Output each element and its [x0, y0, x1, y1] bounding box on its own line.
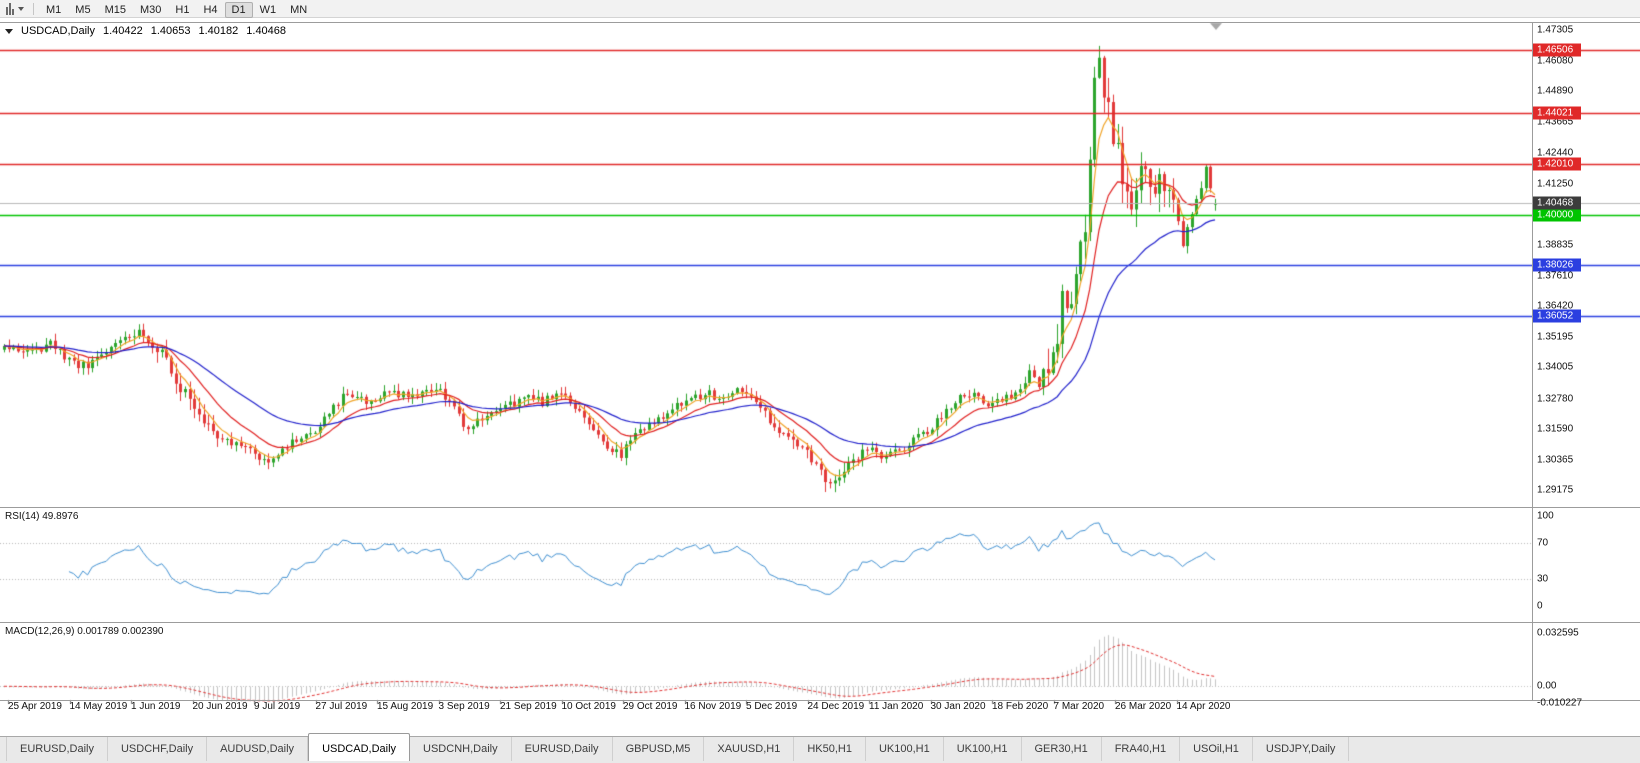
toolbar-separator: [33, 2, 34, 15]
price-scale-label: 1.30365: [1537, 454, 1574, 466]
chart-tab-usdcnh-daily[interactable]: USDCNH,Daily: [410, 737, 512, 761]
macd-scale-label: 0.00: [1537, 680, 1557, 692]
chart-tab-usdchf-daily[interactable]: USDCHF,Daily: [108, 737, 208, 761]
rsi-scale-label: 70: [1537, 537, 1549, 549]
period-button-m15[interactable]: M15: [104, 3, 126, 16]
period-button-h1[interactable]: H1: [175, 3, 190, 16]
low-value: 1.40182: [198, 25, 239, 37]
chart-top-border: [0, 22, 1640, 23]
date-axis-label: 10 Oct 2019: [561, 701, 616, 712]
current-price-badge: 1.40468: [1533, 196, 1581, 210]
period-button-h4[interactable]: H4: [203, 3, 218, 16]
high-value: 1.40653: [150, 25, 191, 37]
period-button-m5[interactable]: M5: [75, 3, 91, 16]
rsi-scale-label: 100: [1537, 510, 1554, 522]
date-axis-label: 21 Sep 2019: [500, 701, 557, 712]
date-axis-label: 18 Feb 2020: [992, 701, 1049, 712]
price-scale-label: 1.35195: [1537, 331, 1574, 343]
price-scale-label: 1.47305: [1537, 24, 1574, 36]
chart-tab-gbpusd-m5[interactable]: GBPUSD,M5: [613, 737, 705, 761]
date-axis-label: 14 May 2019: [69, 701, 128, 712]
chart-menu-caret-icon[interactable]: [18, 6, 24, 11]
support-2-price-badge[interactable]: 1.36052: [1533, 309, 1581, 322]
price-axis-border: [1532, 22, 1533, 701]
price-scale-label: 1.37610: [1537, 270, 1574, 282]
macd-scale-label: -0.010227: [1537, 697, 1583, 709]
chart-tab-audusd-daily[interactable]: AUDUSD,Daily: [207, 737, 309, 761]
chart-tab-usoil-h1[interactable]: USOil,H1: [1180, 737, 1253, 761]
date-axis-label: 14 Apr 2020: [1176, 701, 1231, 712]
round-level-price-badge[interactable]: 1.40000: [1533, 208, 1581, 222]
price-scale-label: 1.31590: [1537, 423, 1574, 435]
price-scale-label: 1.46080: [1537, 55, 1574, 67]
date-axis-label: 30 Jan 2020: [930, 701, 986, 712]
pane-separator-macd[interactable]: [0, 622, 1640, 623]
date-axis-label: 11 Jan 2020: [869, 701, 924, 712]
period-button-m1[interactable]: M1: [46, 3, 62, 16]
pane-separator-rsi[interactable]: [0, 507, 1640, 508]
rsi-label: RSI(14) 49.8976: [5, 511, 79, 522]
chart-tab-eurusd-daily[interactable]: EURUSD,Daily: [512, 737, 613, 761]
timeframe-toolbar: M1 M5 M15 M30 H1 H4 D1 W1 MN: [0, 0, 1640, 18]
chart-bottom-border: [0, 700, 1640, 701]
ohlc-info: USDCAD,Daily 1.40422 1.40653 1.40182 1.4…: [5, 25, 286, 37]
symbol-label: USDCAD,Daily: [21, 25, 95, 37]
price-scale-label: 1.34005: [1537, 361, 1574, 373]
price-scale-label: 1.38835: [1537, 239, 1574, 251]
chart-tab-eurusd-daily[interactable]: EURUSD,Daily: [6, 737, 108, 761]
price-scale-label: 1.42440: [1537, 147, 1574, 159]
price-scale-label: 1.44890: [1537, 85, 1574, 97]
chart-tab-uk100-h1[interactable]: UK100,H1: [866, 737, 944, 761]
date-axis-label: 16 Nov 2019: [684, 701, 742, 712]
resistance-3-price-badge[interactable]: 1.42010: [1533, 157, 1581, 171]
price-scale-label: 1.41250: [1537, 178, 1574, 190]
chart-tab-ger30-h1[interactable]: GER30,H1: [1022, 737, 1102, 761]
date-axis-label: 27 Jul 2019: [315, 701, 368, 712]
resistance-2-price-badge[interactable]: 1.44021: [1533, 106, 1581, 120]
chart-tab-fra40-h1[interactable]: FRA40,H1: [1102, 737, 1181, 761]
date-axis-label: 29 Oct 2019: [623, 701, 678, 712]
open-value: 1.40422: [102, 25, 143, 37]
chart-tabs-bar: EURUSD,Daily USDCHF,Daily AUDUSD,Daily USDC…: [0, 733, 1640, 763]
support-1-price-badge[interactable]: 1.38026: [1533, 258, 1581, 272]
period-button-d1[interactable]: D1: [224, 1, 253, 18]
chart-tab-usdcad-daily[interactable]: USDCAD,Daily: [308, 733, 411, 761]
price-scale-label: 1.32780: [1537, 393, 1574, 405]
chart-tab-usdjpy-daily[interactable]: USDJPY,Daily: [1253, 737, 1350, 761]
period-button-m30[interactable]: M30: [139, 3, 162, 16]
rsi-scale-label: 30: [1537, 573, 1549, 585]
resistance-1-price-badge[interactable]: 1.46506: [1533, 43, 1581, 57]
date-axis-label: 5 Dec 2019: [746, 701, 798, 712]
chart-tab-hk50-h1[interactable]: HK50,H1: [794, 737, 866, 761]
period-button-group: M1 M5 M15 M30 H1 H4 D1 W1 MN: [39, 0, 314, 18]
price-scale-label: 1.43665: [1537, 116, 1574, 128]
chart-tab-uk100-h1[interactable]: UK100,H1: [944, 737, 1022, 761]
candlestick-chart-icon[interactable]: [3, 2, 17, 15]
period-button-w1[interactable]: W1: [259, 3, 277, 16]
close-value: 1.40468: [246, 25, 287, 37]
symbol-dropdown-icon[interactable]: [5, 28, 13, 34]
rsi-scale-label: 0: [1537, 600, 1543, 612]
date-axis-label: 7 Mar 2020: [1053, 701, 1105, 712]
date-axis-label: 20 Jun 2019: [192, 701, 248, 712]
price-scale-label: 1.29175: [1537, 484, 1574, 496]
date-axis-label: 15 Aug 2019: [377, 701, 434, 712]
date-axis-label: 3 Sep 2019: [438, 701, 490, 712]
date-axis-label: 24 Dec 2019: [807, 701, 865, 712]
date-axis-label: 9 Jul 2019: [254, 701, 301, 712]
period-button-mn[interactable]: MN: [290, 3, 308, 16]
date-axis-label: 26 Mar 2020: [1115, 701, 1172, 712]
date-axis-label: 25 Apr 2019: [8, 701, 62, 712]
date-axis-label: 1 Jun 2019: [131, 701, 181, 712]
chart-tab-xauusd-h1[interactable]: XAUUSD,H1: [704, 737, 795, 761]
macd-scale-label: 0.032595: [1537, 627, 1579, 639]
price-scale-label: 1.36420: [1537, 300, 1574, 312]
macd-label: MACD(12,26,9) 0.001789 0.002390: [5, 626, 164, 637]
